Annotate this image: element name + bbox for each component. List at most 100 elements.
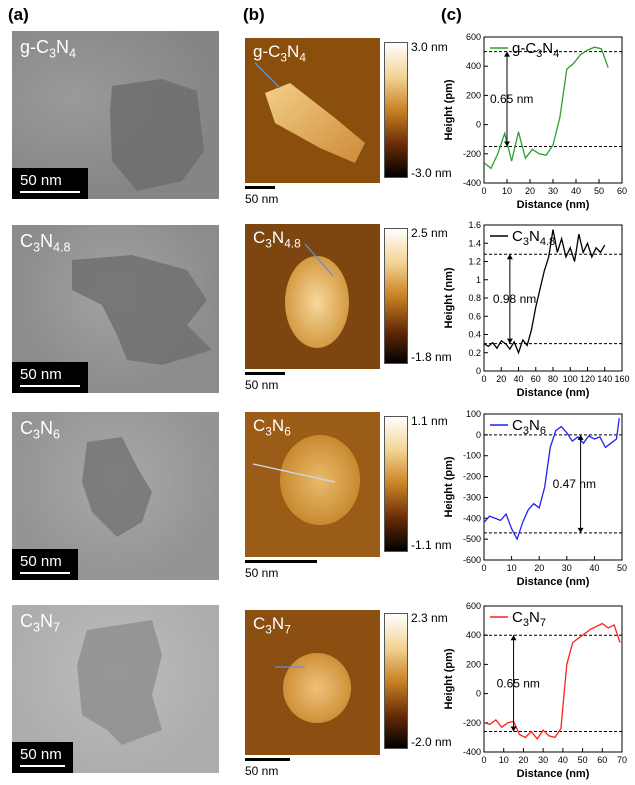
arrow-head-bottom (506, 338, 513, 344)
y-tick-label: 600 (466, 32, 481, 42)
y-tick-label: 600 (466, 601, 481, 611)
x-tick-label: 10 (502, 186, 512, 196)
x-tick-label: 60 (531, 374, 541, 384)
afm-profile-line (252, 463, 336, 483)
y-tick-label: 1.6 (468, 220, 481, 230)
profile-chart-c3n4-8: 0 20 40 60 80 100 120 140 160 0 0.2 0.4 0.6 0.8 1 1.2 1.… (443, 220, 630, 399)
y-tick-label: -400 (463, 513, 481, 523)
afm-label: g-C3N4 (253, 42, 306, 65)
y-tick-label: -400 (463, 747, 481, 757)
afm-label: C3N7 (253, 614, 291, 637)
y-tick-label: 0.8 (468, 293, 481, 303)
y-tick-label: 400 (466, 630, 481, 640)
y-axis-label: Height (pm) (443, 456, 455, 517)
tem-scale-bar: 50 nm (12, 549, 78, 580)
profile-line (483, 622, 621, 740)
x-tick-label: 20 (534, 563, 544, 573)
afm-image-c3n7: C3N7 (245, 610, 380, 755)
cbar-min-label: -3.0 nm (411, 166, 452, 180)
y-tick-label: 1.4 (468, 238, 481, 248)
panel-label-c: (c) (441, 5, 462, 24)
y-tick-label: 400 (466, 61, 481, 71)
y-tick-label: -200 (463, 472, 481, 482)
x-tick-label: 70 (617, 755, 627, 765)
tem-scale-bar-line (20, 572, 70, 574)
y-tick-label: 1.2 (468, 257, 481, 267)
plot-frame (483, 413, 623, 561)
height-annotation: 0.98 nm (493, 292, 536, 306)
profile-line (483, 46, 609, 170)
y-axis-label: Height (pm) (443, 79, 455, 140)
y-axis-label: Height (pm) (443, 648, 455, 709)
tem-label: C3N7 (20, 611, 61, 635)
y-tick-label: 200 (466, 659, 481, 669)
x-tick-label: 30 (548, 186, 558, 196)
x-axis-label: Distance (nm) (517, 576, 590, 588)
x-tick-label: 60 (617, 186, 627, 196)
x-tick-label: 0 (481, 563, 486, 573)
x-axis-label: Distance (nm) (517, 768, 590, 780)
x-tick-label: 20 (525, 186, 535, 196)
x-tick-label: 0 (481, 374, 486, 384)
afm-label: C3N4.8 (253, 228, 301, 251)
afm-flake-shape (254, 62, 365, 163)
profile-chart-c3n7: 0 10 20 30 40 50 60 70 -400 -200 0 200 400 600 Distanc… (443, 601, 627, 780)
arrow-head-top (506, 254, 513, 260)
x-tick-label: 40 (513, 374, 523, 384)
legend-label: C3​N6​ (512, 417, 546, 437)
x-axis-label: Distance (nm) (517, 387, 590, 399)
x-tick-label: 0 (481, 186, 486, 196)
arrow-head-top (510, 635, 517, 641)
x-tick-label: 80 (548, 374, 558, 384)
afm-scale-bar: 50 nm (245, 186, 325, 216)
tem-label: C3N6 (20, 418, 61, 442)
tem-scale-bar-text: 50 nm (20, 366, 62, 383)
panel-label-a: (a) (8, 5, 29, 24)
y-tick-label: -100 (463, 451, 481, 461)
tem-scale-bar: 50 nm (12, 362, 88, 393)
cbar-min-label: -1.1 nm (411, 538, 452, 552)
x-tick-label: 140 (597, 374, 612, 384)
arrow-head-bottom (504, 141, 510, 147)
y-tick-label: -300 (463, 492, 481, 502)
y-tick-label: -200 (463, 718, 481, 728)
afm-scale-bar-text: 50 nm (245, 764, 279, 778)
arrow-head-top (577, 434, 584, 440)
cbar-max-label: 2.5 nm (411, 226, 448, 240)
tem-scale-bar-text: 50 nm (20, 553, 62, 570)
x-tick-label: 0 (481, 755, 486, 765)
tem-label: C3N4.8 (20, 231, 71, 255)
y-tick-label: 0.2 (468, 348, 481, 358)
y-tick-label: 0 (476, 120, 481, 130)
legend-label: g-C3​N4​ (512, 40, 559, 60)
cbar-min-label: -1.8 nm (411, 350, 452, 364)
profile-line (483, 229, 606, 355)
afm-scale-bar-text: 50 nm (245, 192, 279, 206)
y-tick-label: 0.6 (468, 311, 481, 321)
afm-flake-shape (275, 653, 351, 723)
x-tick-label: 10 (507, 563, 517, 573)
y-tick-label: 1 (476, 275, 481, 285)
x-tick-label: 20 (496, 374, 506, 384)
afm-color-bar (384, 613, 408, 749)
arrow-head-top (504, 51, 510, 57)
tem-image-c3n4-8: C3N4.8 50 nm (12, 225, 219, 393)
y-tick-label: 200 (466, 90, 481, 100)
cbar-max-label: 1.1 nm (411, 414, 448, 428)
x-tick-label: 100 (563, 374, 578, 384)
tem-scale-bar-text: 50 nm (20, 172, 62, 189)
y-tick-label: -400 (463, 178, 481, 188)
cbar-max-label: 2.3 nm (411, 611, 448, 625)
tem-image-c3n7: C3N7 50 nm (12, 605, 219, 773)
x-tick-label: 30 (562, 563, 572, 573)
y-axis-label: Height (nm) (443, 267, 455, 328)
afm-flake-shape (252, 435, 360, 525)
x-tick-label: 20 (518, 755, 528, 765)
afm-image-c3n6: C3N6 (245, 412, 380, 557)
profile-chart-g-c3n4: 0 10 20 30 40 50 60 -400 -200 0 200 400 600 Distance … (443, 32, 627, 211)
x-tick-label: 10 (499, 755, 509, 765)
afm-color-bar (384, 416, 408, 552)
tem-scale-bar-line (20, 191, 80, 193)
afm-scale-bar: 50 nm (245, 758, 325, 784)
tem-image-g-c3n4: g-C3N4 50 nm (12, 31, 219, 199)
